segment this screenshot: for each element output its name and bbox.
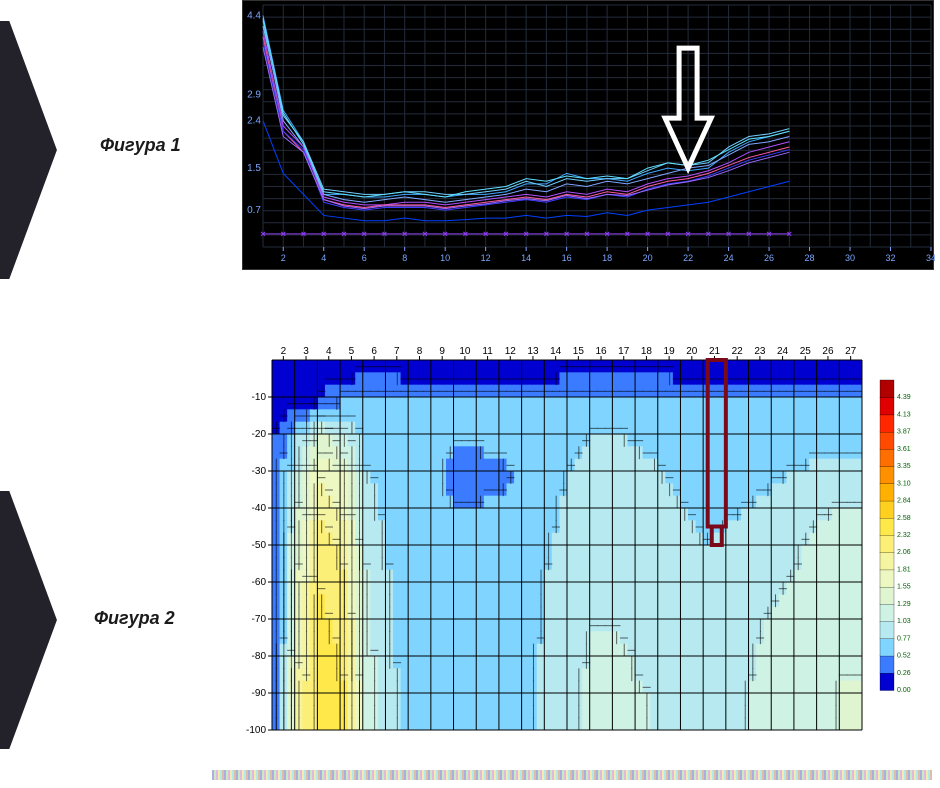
- svg-text:-100: -100: [246, 725, 266, 736]
- svg-text:10: 10: [459, 346, 471, 357]
- svg-text:23: 23: [754, 346, 766, 357]
- svg-text:2.9: 2.9: [247, 89, 261, 100]
- line-chart: 0.71.52.42.94.42468101214161820222426283…: [242, 0, 934, 270]
- svg-text:18: 18: [602, 253, 612, 263]
- svg-text:3.61: 3.61: [897, 446, 911, 453]
- svg-text:16: 16: [562, 253, 572, 263]
- svg-text:20: 20: [686, 346, 698, 357]
- svg-text:1.55: 1.55: [897, 584, 911, 591]
- svg-text:13: 13: [527, 346, 539, 357]
- svg-text:16: 16: [595, 346, 607, 357]
- svg-text:-80: -80: [252, 651, 267, 662]
- svg-text:2.32: 2.32: [897, 532, 911, 539]
- svg-text:1.29: 1.29: [897, 601, 911, 608]
- side-arrow-svg-1: [0, 20, 60, 280]
- svg-text:11: 11: [482, 346, 493, 357]
- svg-text:8: 8: [402, 253, 407, 263]
- speckle-bar: [212, 770, 932, 780]
- svg-text:6: 6: [362, 253, 367, 263]
- svg-text:-30: -30: [252, 466, 267, 477]
- svg-text:-20: -20: [252, 429, 267, 440]
- svg-text:3.35: 3.35: [897, 463, 911, 470]
- svg-text:26: 26: [764, 253, 774, 263]
- svg-text:2.84: 2.84: [897, 498, 911, 505]
- svg-text:3.10: 3.10: [897, 480, 911, 487]
- svg-text:25: 25: [800, 346, 812, 357]
- contour-chart-svg: 2345678910111213141516171819202122232425…: [242, 340, 932, 740]
- page: Фигура 1 0.71.52.42.94.42468101214161820…: [0, 0, 940, 788]
- side-arrow-2: [0, 490, 60, 750]
- svg-text:0.26: 0.26: [897, 670, 911, 677]
- svg-text:18: 18: [641, 346, 653, 357]
- svg-text:17: 17: [618, 346, 630, 357]
- svg-text:32: 32: [886, 253, 896, 263]
- svg-text:2: 2: [281, 253, 286, 263]
- svg-text:2.4: 2.4: [247, 116, 261, 127]
- svg-text:15: 15: [573, 346, 585, 357]
- svg-text:20: 20: [643, 253, 653, 263]
- side-arrow-1: [0, 20, 60, 280]
- svg-text:4.39: 4.39: [897, 394, 911, 401]
- svg-text:8: 8: [417, 346, 423, 357]
- svg-text:3.87: 3.87: [897, 429, 911, 436]
- svg-text:6: 6: [371, 346, 377, 357]
- svg-text:1.5: 1.5: [247, 163, 261, 174]
- svg-text:10: 10: [440, 253, 450, 263]
- svg-text:4.4: 4.4: [247, 11, 261, 22]
- line-chart-svg: 0.71.52.42.94.42468101214161820222426283…: [243, 1, 935, 271]
- svg-text:26: 26: [822, 346, 834, 357]
- svg-text:2.06: 2.06: [897, 549, 911, 556]
- svg-text:-40: -40: [252, 503, 267, 514]
- svg-text:-10: -10: [252, 392, 267, 403]
- svg-text:5: 5: [349, 346, 355, 357]
- svg-text:30: 30: [845, 253, 855, 263]
- svg-text:14: 14: [521, 253, 531, 263]
- contour-chart: 2345678910111213141516171819202122232425…: [242, 340, 932, 740]
- figure1-label: Фигура 1: [100, 135, 181, 156]
- svg-text:7: 7: [394, 346, 400, 357]
- svg-text:0.52: 0.52: [897, 653, 911, 660]
- svg-text:0.77: 0.77: [897, 635, 911, 642]
- svg-text:2: 2: [281, 346, 287, 357]
- svg-text:12: 12: [481, 253, 491, 263]
- svg-text:2.58: 2.58: [897, 515, 911, 522]
- svg-text:27: 27: [845, 346, 857, 357]
- side-arrow-svg-2: [0, 490, 60, 750]
- svg-text:-70: -70: [252, 614, 267, 625]
- svg-text:12: 12: [505, 346, 517, 357]
- svg-text:24: 24: [777, 346, 789, 357]
- svg-text:19: 19: [664, 346, 676, 357]
- svg-text:3: 3: [303, 346, 309, 357]
- svg-text:4: 4: [326, 346, 332, 357]
- svg-text:24: 24: [724, 253, 734, 263]
- svg-text:0.00: 0.00: [897, 687, 911, 694]
- svg-text:0.7: 0.7: [247, 205, 261, 216]
- svg-text:28: 28: [805, 253, 815, 263]
- figure2-label: Фигура 2: [94, 608, 175, 629]
- svg-text:22: 22: [732, 346, 744, 357]
- svg-text:34: 34: [926, 253, 935, 263]
- svg-text:21: 21: [709, 346, 721, 357]
- svg-text:4.13: 4.13: [897, 411, 911, 418]
- svg-text:-60: -60: [252, 577, 267, 588]
- svg-text:4: 4: [321, 253, 326, 263]
- svg-text:9: 9: [439, 346, 445, 357]
- svg-text:-50: -50: [252, 540, 267, 551]
- svg-text:14: 14: [550, 346, 562, 357]
- svg-text:22: 22: [683, 253, 693, 263]
- svg-text:-90: -90: [252, 688, 267, 699]
- svg-text:1.03: 1.03: [897, 618, 911, 625]
- svg-text:1.81: 1.81: [897, 566, 911, 573]
